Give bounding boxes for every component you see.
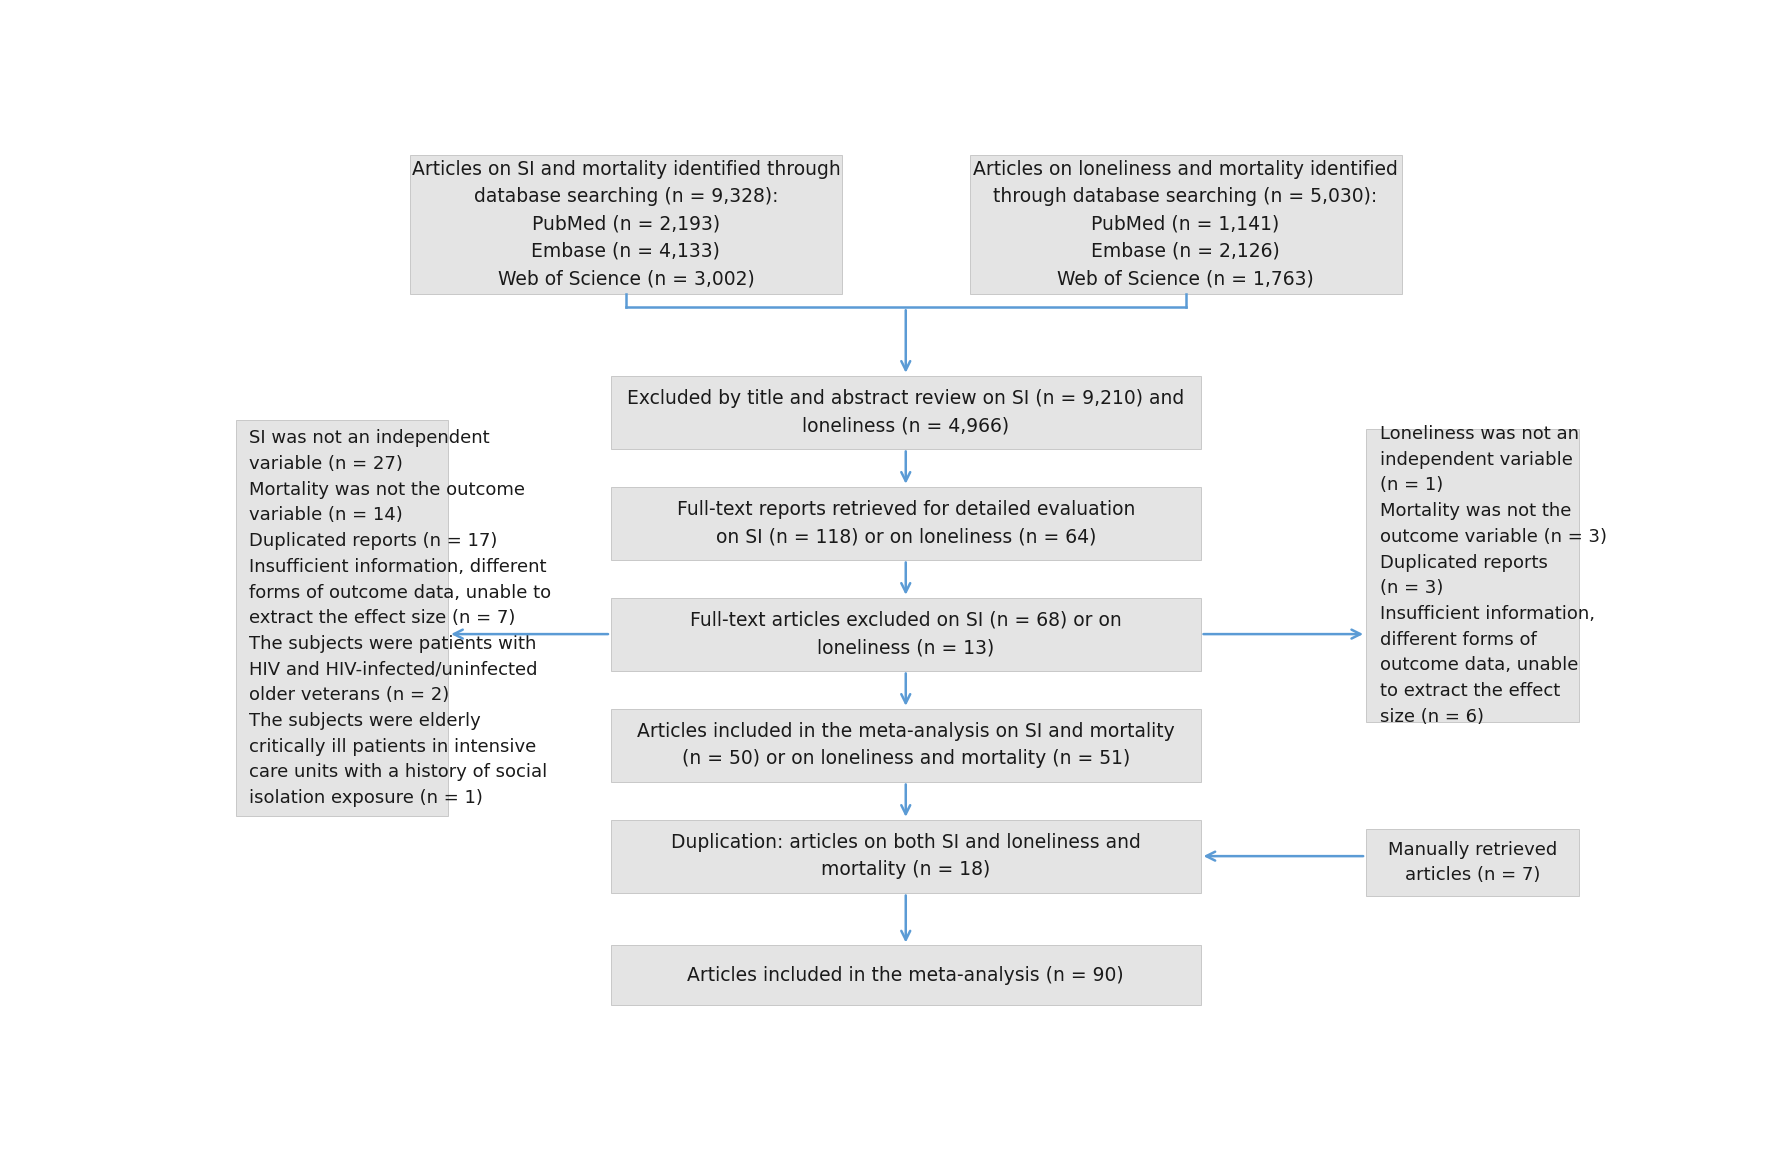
Text: Articles on loneliness and mortality identified
through database searching (n = : Articles on loneliness and mortality ide…	[974, 160, 1398, 288]
Text: Full-text reports retrieved for detailed evaluation
on SI (n = 118) or on loneli: Full-text reports retrieved for detailed…	[676, 500, 1135, 546]
Text: Full-text articles excluded on SI (n = 68) or on
loneliness (n = 13): Full-text articles excluded on SI (n = 6…	[690, 610, 1122, 657]
Text: Articles on SI and mortality identified through
database searching (n = 9,328):
: Articles on SI and mortality identified …	[412, 160, 841, 288]
Text: Manually retrieved
articles (n = 7): Manually retrieved articles (n = 7)	[1388, 841, 1558, 884]
Text: Articles included in the meta-analysis (n = 90): Articles included in the meta-analysis (…	[687, 965, 1124, 985]
FancyBboxPatch shape	[1366, 429, 1579, 722]
FancyBboxPatch shape	[611, 945, 1200, 1005]
FancyBboxPatch shape	[611, 376, 1200, 448]
FancyBboxPatch shape	[611, 598, 1200, 670]
Text: Duplication: articles on both SI and loneliness and
mortality (n = 18): Duplication: articles on both SI and lon…	[671, 834, 1140, 879]
Text: Articles included in the meta-analysis on SI and mortality
(n = 50) or on loneli: Articles included in the meta-analysis o…	[637, 722, 1175, 768]
Text: Excluded by title and abstract review on SI (n = 9,210) and
loneliness (n = 4,96: Excluded by title and abstract review on…	[627, 389, 1184, 436]
FancyBboxPatch shape	[611, 486, 1200, 560]
FancyBboxPatch shape	[411, 155, 843, 294]
FancyBboxPatch shape	[970, 155, 1402, 294]
FancyBboxPatch shape	[611, 709, 1200, 782]
FancyBboxPatch shape	[1366, 829, 1579, 896]
Text: Loneliness was not an
independent variable
(n = 1)
Mortality was not the
outcome: Loneliness was not an independent variab…	[1379, 425, 1607, 726]
Text: SI was not an independent
variable (n = 27)
Mortality was not the outcome
variab: SI was not an independent variable (n = …	[250, 430, 552, 808]
FancyBboxPatch shape	[611, 819, 1200, 892]
FancyBboxPatch shape	[235, 420, 448, 816]
